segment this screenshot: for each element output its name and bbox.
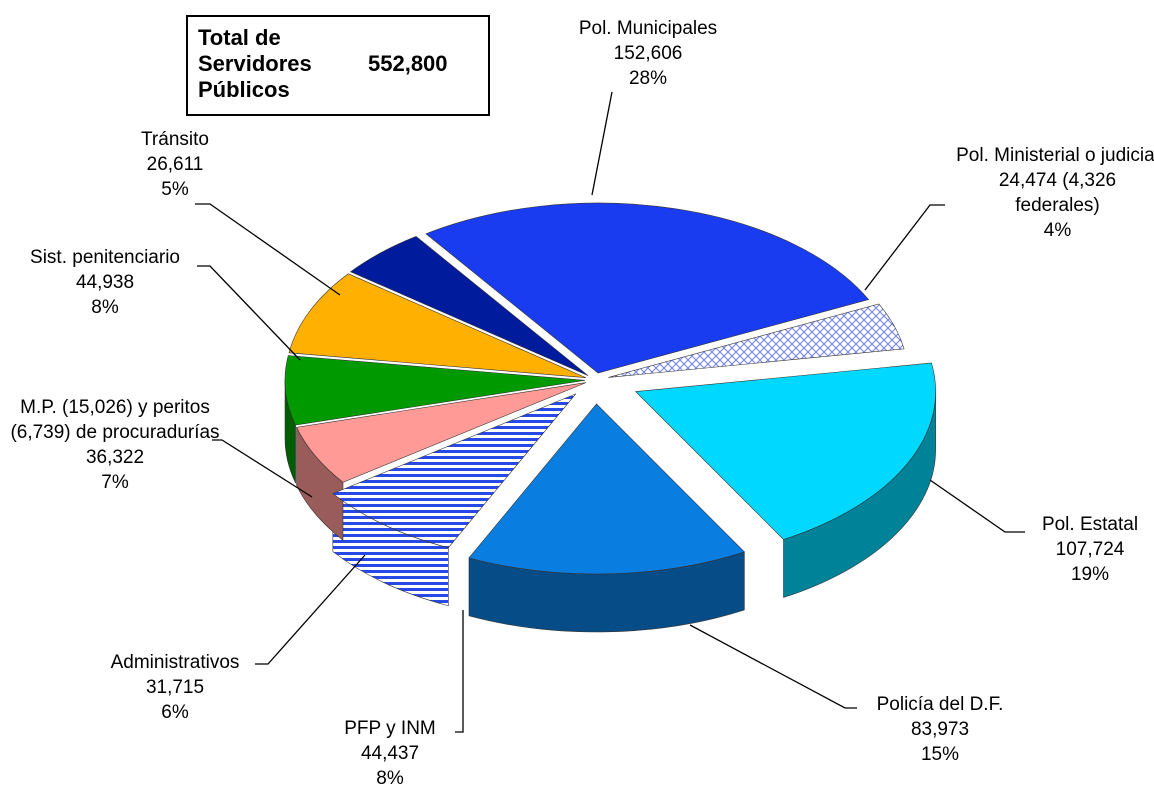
percent-label: 28%: [628, 68, 668, 89]
value-label: 26,611: [146, 154, 204, 175]
category-name: Sist. penitenciario: [30, 247, 180, 268]
percent-label: 8%: [376, 768, 404, 789]
slice-label: Administrativos 31,715 6%: [85, 650, 265, 725]
category-name: PFP y INM: [344, 718, 436, 739]
slice-label: M.P. (15,026) y peritos (6,739) de procu…: [10, 395, 220, 495]
total-label: Total de Servidores Públicos: [198, 25, 312, 102]
slice-tops: [284, 202, 936, 575]
value-label: 31,715: [145, 677, 205, 698]
value-label: 44,437: [360, 743, 420, 764]
category-name: Pol. Estatal: [1041, 514, 1139, 535]
category-name: Administrativos: [110, 652, 240, 673]
slice-label: Pol. Ministerial o judicial 24,474 (4,326…: [955, 143, 1154, 243]
slice: [634, 362, 936, 540]
percent-label: 8%: [91, 297, 119, 318]
slice: [284, 355, 586, 426]
slice-label: PFP y INM 44,437 8%: [320, 716, 460, 790]
percent-label: 5%: [161, 179, 189, 200]
value-label: 44,938: [75, 272, 135, 293]
value-label: 152,606: [613, 43, 683, 64]
slice-label: Sist. penitenciario 44,938 8%: [5, 245, 205, 320]
percent-label: 6%: [161, 702, 189, 723]
category-name: Pol. Municipales: [578, 18, 718, 39]
category-name: Tránsito: [141, 129, 209, 150]
percent-label: 4%: [1043, 220, 1072, 241]
leader-line: [197, 265, 301, 361]
slice: [350, 236, 589, 376]
total-box: Total de Servidores Públicos 552,800: [186, 15, 490, 116]
category-name: M.P. (15,026) y peritos (6,739) de procu…: [10, 397, 220, 443]
slice: [425, 202, 870, 374]
slice: [296, 382, 587, 483]
value-label: 107,724: [1055, 539, 1125, 560]
category-name: Policía del D.F.: [876, 694, 1004, 715]
leader-line: [689, 624, 857, 709]
leader-line: [195, 203, 341, 296]
slice-label: Policía del D.F. 83,973 15%: [845, 692, 1035, 767]
value-label: 24,474 (4,326 federales): [998, 170, 1117, 216]
slice-label: Pol. Estatal 107,724 19%: [1020, 512, 1154, 587]
leader-line: [455, 610, 464, 733]
value-label: 83,973: [910, 719, 970, 740]
leader-line: [929, 479, 1025, 533]
percent-label: 7%: [101, 472, 129, 493]
total-value: 552,800: [368, 51, 448, 76]
leader-line: [255, 554, 366, 665]
percent-label: 19%: [1070, 564, 1110, 585]
slice: [332, 393, 577, 549]
category-name: Pol. Ministerial o judicial: [956, 145, 1154, 166]
slice-label: Pol. Municipales 152,606 28%: [548, 16, 748, 91]
leader-line: [864, 204, 945, 291]
slice-label: Tránsito 26,611 5%: [115, 127, 235, 202]
leader-line: [212, 439, 313, 498]
slice: [608, 303, 905, 378]
value-label: 36,322: [85, 447, 145, 468]
leader-line: [591, 91, 613, 196]
slice: [468, 403, 745, 575]
percent-label: 15%: [920, 744, 960, 765]
